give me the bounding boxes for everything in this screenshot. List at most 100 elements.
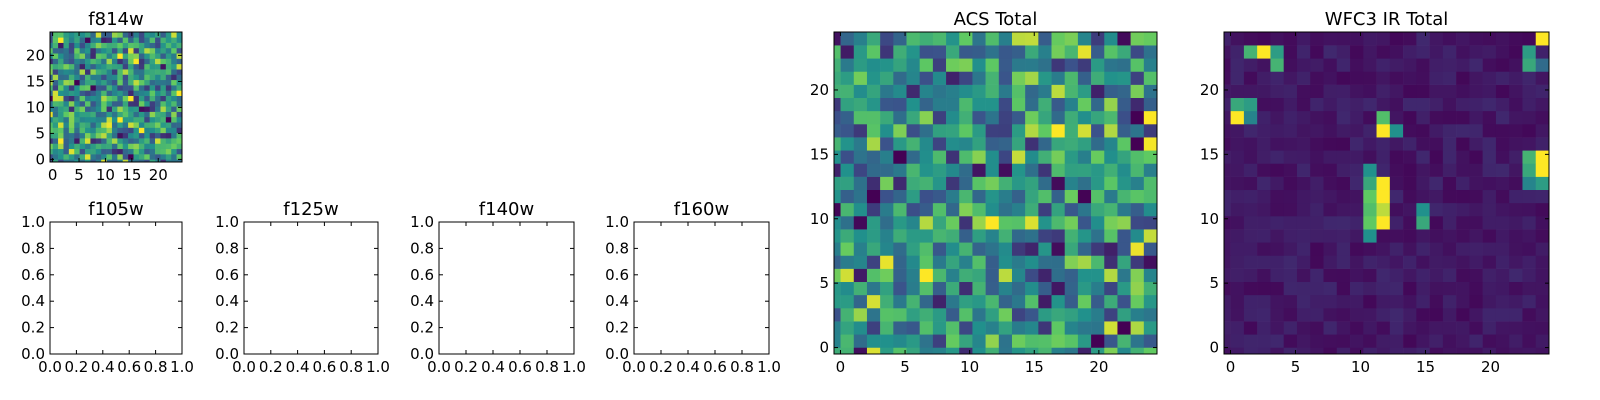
heatmap-cell bbox=[165, 53, 172, 59]
heatmap-cell bbox=[1051, 110, 1066, 125]
heatmap-cell bbox=[1117, 71, 1131, 85]
heatmap-cell bbox=[155, 69, 161, 75]
heatmap-cell bbox=[1376, 124, 1391, 138]
heatmap-cell bbox=[1442, 281, 1457, 296]
heatmap-cell bbox=[946, 202, 960, 217]
heatmap-cell bbox=[1336, 321, 1351, 335]
heatmap-cell bbox=[58, 79, 64, 86]
heatmap-cell bbox=[1038, 294, 1052, 309]
heatmap-cell bbox=[853, 321, 868, 335]
heatmap-cell bbox=[68, 32, 75, 38]
heatmap-cell bbox=[1469, 58, 1483, 72]
heatmap-cell bbox=[919, 242, 934, 256]
x-tick-label: 15 bbox=[1025, 358, 1044, 376]
heatmap-cells bbox=[1224, 32, 1549, 354]
heatmap-cell bbox=[959, 189, 973, 204]
heatmap-cell bbox=[972, 163, 986, 177]
heatmap-cell bbox=[1416, 294, 1430, 309]
y-tick-label: 1.0 bbox=[410, 213, 434, 231]
heatmap-cell bbox=[1350, 268, 1364, 283]
heatmap-cell bbox=[1224, 242, 1231, 256]
heatmap-cell bbox=[50, 79, 53, 86]
heatmap-cell bbox=[998, 176, 1013, 191]
heatmap-cell bbox=[1350, 150, 1364, 164]
heatmap-cell bbox=[117, 159, 124, 162]
heatmap-cell bbox=[1522, 97, 1537, 112]
heatmap-cell bbox=[1389, 58, 1404, 72]
heatmap-cell bbox=[946, 347, 960, 354]
heatmap-cell bbox=[90, 47, 97, 54]
heatmap-cell bbox=[1117, 150, 1131, 164]
heatmap-cell bbox=[1064, 137, 1079, 151]
heatmap-cell bbox=[1376, 229, 1391, 243]
heatmap-cell bbox=[932, 32, 947, 46]
x-tick-label: 1.0 bbox=[170, 358, 194, 376]
heatmap-cell bbox=[138, 74, 145, 81]
heatmap-cell bbox=[1077, 176, 1092, 191]
heatmap-cell bbox=[1011, 321, 1026, 335]
heatmap-cell bbox=[853, 163, 868, 177]
heatmap-cell bbox=[1130, 45, 1145, 59]
heatmap-cell bbox=[117, 106, 124, 112]
heatmap-cell bbox=[1535, 163, 1549, 177]
heatmap-cell bbox=[63, 37, 70, 43]
heatmap-cell bbox=[79, 154, 86, 160]
heatmap-cell bbox=[79, 90, 86, 96]
heatmap-cell bbox=[998, 84, 1013, 99]
heatmap-cell bbox=[1416, 229, 1430, 243]
heatmap-cell bbox=[1350, 189, 1364, 204]
heatmap-cell bbox=[176, 116, 182, 123]
heatmap-cell bbox=[1376, 255, 1391, 269]
heatmap-cell bbox=[985, 294, 1000, 309]
heatmap-cell bbox=[1104, 268, 1118, 283]
heatmap-cell bbox=[1522, 189, 1537, 204]
heatmap-cell bbox=[106, 79, 113, 86]
heatmap-cell bbox=[1077, 255, 1092, 269]
x-tick-label: 0.4 bbox=[481, 358, 505, 376]
heatmap-cell bbox=[972, 189, 986, 204]
heatmap-cell bbox=[1143, 308, 1157, 322]
heatmap-cell bbox=[893, 189, 907, 204]
heatmap-cell bbox=[1230, 347, 1245, 354]
heatmap-cell bbox=[1336, 71, 1351, 85]
heatmap-cell bbox=[101, 53, 107, 59]
heatmap-cell bbox=[1283, 202, 1298, 217]
heatmap-cell bbox=[1230, 229, 1245, 243]
heatmap-cell bbox=[1442, 137, 1457, 151]
heatmap-cell bbox=[95, 58, 102, 65]
heatmap-cell bbox=[853, 229, 868, 243]
heatmap-cell bbox=[1091, 281, 1105, 296]
heatmap-cell bbox=[122, 85, 129, 91]
heatmap-cell bbox=[101, 100, 107, 107]
heatmap-cell bbox=[160, 154, 167, 160]
heatmap-cell bbox=[1257, 347, 1271, 354]
heatmap-cell bbox=[1283, 176, 1298, 191]
heatmap-cell bbox=[50, 32, 53, 38]
heatmap-cell bbox=[1117, 137, 1131, 151]
heatmap-cell bbox=[1509, 216, 1523, 230]
heatmap-cell bbox=[133, 148, 140, 155]
heatmap-cell bbox=[68, 111, 75, 118]
heatmap-cell bbox=[1456, 334, 1470, 348]
heatmap-cell bbox=[144, 95, 150, 102]
heatmap-cell bbox=[1091, 32, 1105, 46]
heatmap-cell bbox=[1104, 189, 1118, 204]
heatmap-cell bbox=[144, 79, 150, 86]
heatmap-cell bbox=[144, 69, 150, 75]
heatmap-cell bbox=[1336, 137, 1351, 151]
heatmap-cell bbox=[1403, 294, 1417, 309]
heatmap-cell bbox=[985, 45, 1000, 59]
heatmap-cell bbox=[68, 159, 75, 162]
heatmap-cell bbox=[1091, 137, 1105, 151]
heatmap-cell bbox=[95, 63, 102, 70]
heatmap-cell bbox=[1442, 176, 1457, 191]
heatmap-cell bbox=[122, 127, 129, 134]
heatmap-cell bbox=[128, 100, 134, 107]
heatmap-cell bbox=[165, 111, 172, 118]
heatmap-cell bbox=[1025, 137, 1039, 151]
heatmap-cell bbox=[1363, 58, 1377, 72]
heatmap-cell bbox=[1038, 216, 1052, 230]
heatmap-cell bbox=[1296, 202, 1311, 217]
heatmap-cell bbox=[1509, 334, 1523, 348]
